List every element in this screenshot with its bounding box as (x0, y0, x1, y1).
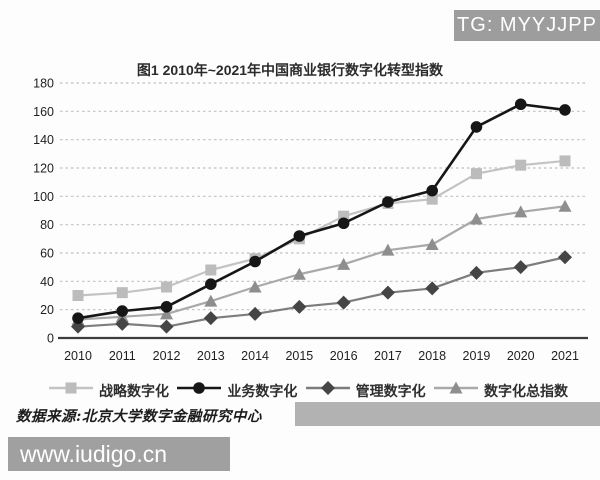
x-tick-label: 2015 (285, 349, 313, 363)
y-tick-label: 20 (40, 303, 54, 317)
line-chart: 0 20 40 60 80 100 120 140 160 180 2010 2011 2012 2013… (33, 77, 588, 363)
y-tick-label: 120 (33, 162, 54, 176)
x-tick-label: 2014 (241, 349, 269, 363)
x-tick-label: 2016 (330, 349, 358, 363)
legend-item-total: 数字化总指数 (433, 380, 568, 401)
y-tick-label: 60 (40, 247, 54, 261)
legend-label-total: 数字化总指数 (483, 382, 568, 399)
chart-title: 图1 2010年~2021年中国商业银行数字化转型指数 (136, 62, 444, 78)
series-circle (72, 98, 571, 324)
diamond-marker-icon (305, 380, 351, 401)
x-tick-label: 2018 (418, 349, 446, 363)
series-diamond (71, 250, 572, 334)
legend-item-strategy: 战略数字化 (48, 380, 169, 401)
chart-legend: 战略数字化 业务数字化 管理数字化 数字化总指数 (48, 380, 568, 401)
x-tick-labels: 2010 2011 2012 2013 2014 2015 2016 2017 2018 2019… (64, 349, 579, 363)
redaction-bar (295, 402, 600, 426)
legend-label-strategy: 战略数字化 (99, 382, 169, 399)
y-tick-label: 100 (33, 190, 54, 204)
circle-marker-icon (176, 380, 222, 401)
legend-label-management: 管理数字化 (355, 382, 426, 399)
y-tick-label: 180 (33, 77, 54, 91)
series-square (72, 155, 571, 301)
x-tick-label: 2020 (507, 349, 535, 363)
watermark-bottom-badge: www.iudigo.cn (8, 437, 230, 471)
data-source-note: 数据来源:北京大学数字金融研究中心 (16, 408, 262, 425)
x-tick-label: 2021 (551, 349, 579, 363)
x-tick-label: 2012 (153, 349, 181, 363)
legend-label-business: 业务数字化 (227, 382, 298, 399)
legend-item-business: 业务数字化 (176, 380, 297, 401)
watermark-top-text: TG: MYYJJPP (457, 14, 597, 36)
x-tick-label: 2013 (197, 349, 225, 363)
series-triangle (71, 199, 572, 326)
x-tick-label: 2011 (109, 349, 136, 363)
y-tick-label: 160 (33, 105, 54, 119)
watermark-top-badge: TG: MYYJJPP (454, 10, 600, 41)
square-marker-icon (48, 380, 94, 401)
y-tick-label: 140 (33, 133, 54, 147)
y-tick-label: 40 (40, 275, 54, 289)
y-tick-label: 80 (40, 218, 54, 232)
legend-item-management: 管理数字化 (305, 380, 426, 401)
x-tick-label: 2017 (374, 349, 402, 363)
triangle-marker-icon (433, 380, 479, 401)
x-tick-label: 2010 (64, 349, 92, 363)
y-tick-label: 0 (47, 332, 54, 346)
y-gridlines: 0 20 40 60 80 100 120 140 160 180 (33, 77, 588, 346)
x-tick-label: 2019 (463, 349, 491, 363)
watermark-bottom-text: www.iudigo.cn (20, 440, 168, 467)
